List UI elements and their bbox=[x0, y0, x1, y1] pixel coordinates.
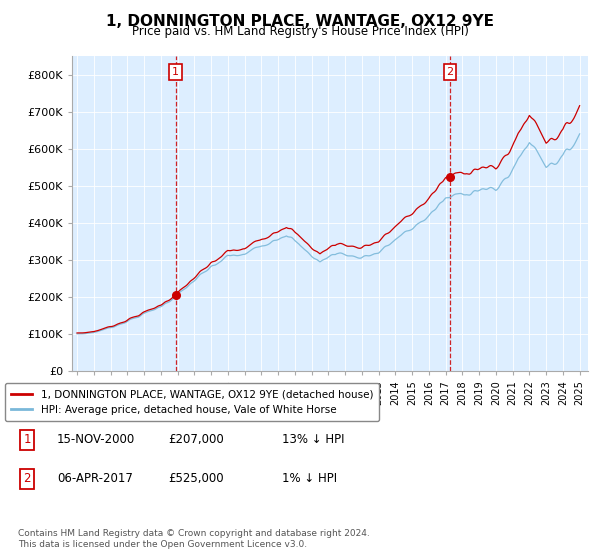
Text: 2: 2 bbox=[23, 472, 31, 486]
Text: 15-NOV-2000: 15-NOV-2000 bbox=[57, 433, 135, 446]
Legend: 1, DONNINGTON PLACE, WANTAGE, OX12 9YE (detached house), HPI: Average price, det: 1, DONNINGTON PLACE, WANTAGE, OX12 9YE (… bbox=[5, 383, 379, 421]
Text: 06-APR-2017: 06-APR-2017 bbox=[57, 472, 133, 486]
Text: 13% ↓ HPI: 13% ↓ HPI bbox=[282, 433, 344, 446]
Text: Price paid vs. HM Land Registry's House Price Index (HPI): Price paid vs. HM Land Registry's House … bbox=[131, 25, 469, 38]
Text: 1% ↓ HPI: 1% ↓ HPI bbox=[282, 472, 337, 486]
Text: 1: 1 bbox=[172, 67, 179, 77]
Text: 2: 2 bbox=[446, 67, 454, 77]
Text: £207,000: £207,000 bbox=[168, 433, 224, 446]
Text: £525,000: £525,000 bbox=[168, 472, 224, 486]
Text: Contains HM Land Registry data © Crown copyright and database right 2024.
This d: Contains HM Land Registry data © Crown c… bbox=[18, 529, 370, 549]
Text: 1, DONNINGTON PLACE, WANTAGE, OX12 9YE: 1, DONNINGTON PLACE, WANTAGE, OX12 9YE bbox=[106, 14, 494, 29]
Text: 1: 1 bbox=[23, 433, 31, 446]
